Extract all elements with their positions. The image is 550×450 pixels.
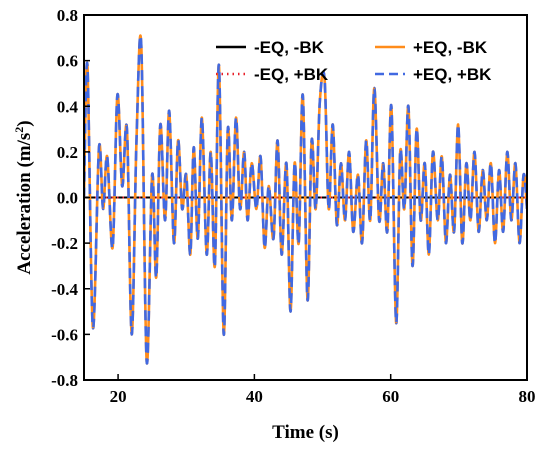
legend-entry: +EQ, -BK — [375, 38, 488, 57]
series-line-eq-bk — [84, 34, 527, 365]
x-tick-label: 20 — [110, 387, 127, 406]
y-axis-title-tail: ) — [14, 120, 35, 126]
legend-label: +EQ, +BK — [413, 65, 492, 84]
y-tick-label: -0.2 — [51, 234, 78, 253]
legend-entry: +EQ, +BK — [375, 65, 492, 84]
y-tick-label: -0.8 — [51, 371, 78, 390]
legend-label: -EQ, -BK — [254, 38, 325, 57]
legend-entry: -EQ, +BK — [216, 65, 329, 84]
legend-label: -EQ, +BK — [254, 65, 329, 84]
y-tick-label: -0.4 — [51, 280, 78, 299]
y-axis-title-superscript: 2 — [12, 127, 26, 133]
legend: -EQ, -BK +EQ, -BK -EQ, +BK +EQ, +BK — [216, 38, 492, 84]
x-axis-title: Time (s) — [272, 422, 339, 443]
y-tick-label: 0.2 — [57, 143, 78, 162]
y-axis-title-main: Acceleration (m/s — [14, 133, 35, 275]
ticks-layer: 20 40 60 80 -0.8 -0.6 -0.4 -0.2 0.0 0.2 0.4 0.6 0.8 — [51, 6, 535, 406]
y-axis-title: Acceleration (m/s2) — [12, 120, 35, 274]
legend-label: +EQ, -BK — [413, 38, 488, 57]
x-tick-label: 40 — [246, 387, 263, 406]
legend-entry: -EQ, -BK — [216, 38, 325, 57]
x-tick-label: 80 — [519, 387, 536, 406]
y-tick-label: 0.8 — [57, 6, 78, 25]
x-tick-label: 60 — [382, 387, 399, 406]
series-layer — [84, 34, 527, 365]
y-tick-label: 0.4 — [57, 97, 79, 116]
y-tick-label: 0.6 — [57, 52, 78, 71]
y-tick-label: 0.0 — [57, 189, 78, 208]
y-tick-label: -0.6 — [51, 325, 78, 344]
